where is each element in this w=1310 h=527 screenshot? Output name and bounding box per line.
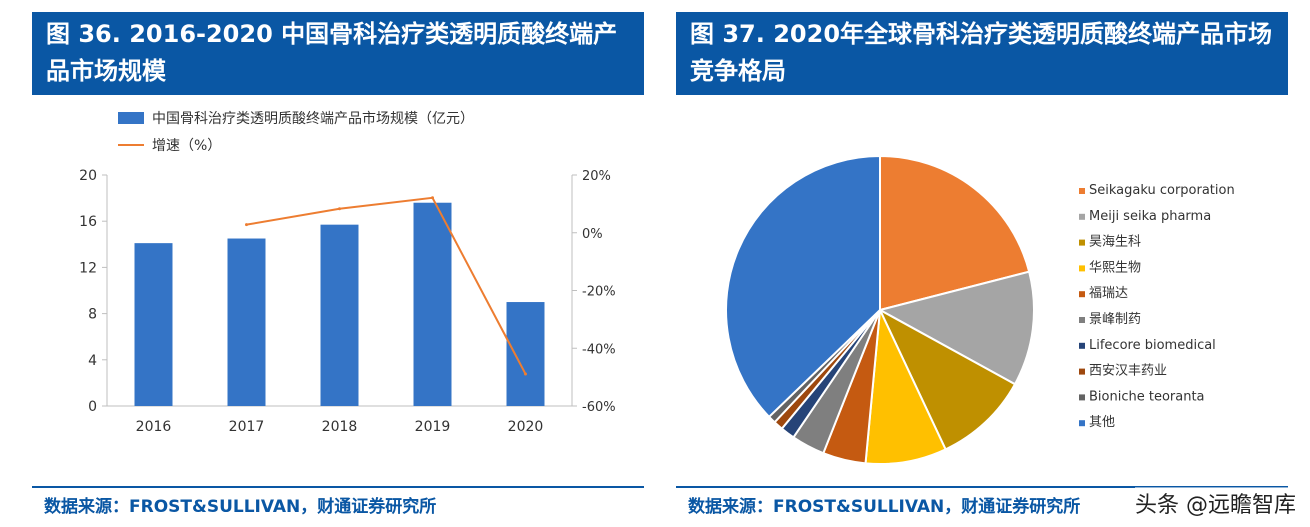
pie-slice-2 bbox=[877, 307, 1017, 451]
y2-tick-label: 20% bbox=[582, 169, 611, 184]
x-tick-label: 2019 bbox=[415, 419, 451, 435]
right-source-divider bbox=[676, 486, 1288, 488]
pie-slice-9 bbox=[725, 154, 881, 419]
watermark-text: 头条 @远瞻智库 bbox=[1135, 487, 1296, 519]
bar-2016 bbox=[134, 243, 173, 406]
legend-swatch-8 bbox=[1079, 394, 1085, 401]
legend-label-bar: 中国骨科治疗类透明质酸终端产品市场规模（亿元） bbox=[152, 110, 474, 127]
x-tick-label: 2018 bbox=[322, 419, 358, 435]
growth-point-2019 bbox=[431, 196, 434, 200]
left-source-text: 数据来源：FROST&SULLIVAN，财通证券研究所 bbox=[44, 497, 437, 517]
pie-chart: Seikagaku corporation Meiji seika pharma 昊… bbox=[725, 154, 1235, 465]
pie-slice-0 bbox=[879, 154, 1031, 312]
legend-label-8: Bioniche teoranta bbox=[1089, 389, 1205, 404]
legend-label-2: 昊海生科 bbox=[1089, 235, 1141, 250]
legend-swatch-7 bbox=[1079, 368, 1085, 375]
y-tick-label: 12 bbox=[79, 260, 97, 276]
right-source-text: 数据来源：FROST&SULLIVAN，财通证券研究所 bbox=[688, 497, 1081, 517]
left-title-bar: 图 36. 2016-2020 中国骨科治疗类透明质酸终端产品市场规模 bbox=[32, 12, 644, 95]
bar-2019 bbox=[413, 202, 452, 406]
y-tick-label: 16 bbox=[79, 214, 97, 230]
bar-2018 bbox=[320, 224, 359, 406]
pie-slices bbox=[725, 154, 1035, 465]
legend-swatch-5 bbox=[1079, 317, 1085, 323]
legend-swatch-0 bbox=[1079, 188, 1085, 194]
legend-swatch-bar bbox=[118, 112, 144, 124]
y2-tick-label: 0% bbox=[582, 227, 603, 242]
chart-legend: 中国骨科治疗类透明质酸终端产品市场规模（亿元） 增速（%） bbox=[118, 110, 474, 154]
legend-swatch-2 bbox=[1079, 239, 1085, 246]
legend-swatch-6 bbox=[1079, 342, 1085, 349]
legend-label-line: 增速（%） bbox=[152, 138, 221, 154]
bar-2020 bbox=[506, 302, 545, 406]
growth-point-2018 bbox=[338, 207, 341, 211]
bar-line-chart: 中国骨科治疗类透明质酸终端产品市场规模（亿元） 增速（%） 0 4 8 12 16 20 -60… bbox=[79, 110, 616, 435]
growth-point-2017 bbox=[245, 223, 248, 227]
x-tick-label: 2016 bbox=[136, 419, 172, 435]
legend-swatch-4 bbox=[1079, 291, 1085, 298]
x-tick-label: 2020 bbox=[508, 419, 544, 435]
left-chart-title: 图 36. 2016-2020 中国骨科治疗类透明质酸终端产品市场规模 bbox=[46, 20, 618, 85]
legend-label-0: Seikagaku corporation bbox=[1089, 183, 1235, 198]
legend-label-7: 西安汉丰药业 bbox=[1089, 364, 1167, 379]
y-tick-label: 4 bbox=[88, 353, 97, 369]
bar-2017 bbox=[227, 238, 266, 406]
legend-swatch-1 bbox=[1079, 213, 1085, 220]
y-tick-label: 0 bbox=[88, 399, 97, 415]
y2-tick-label: -40% bbox=[582, 342, 616, 357]
y-tick-label: 8 bbox=[88, 307, 97, 323]
legend-label-1: Meiji seika pharma bbox=[1089, 209, 1211, 224]
y-tick-label: 20 bbox=[79, 168, 97, 184]
legend-swatch-9 bbox=[1079, 420, 1085, 427]
growth-line bbox=[246, 196, 527, 375]
legend-label-6: Lifecore biomedical bbox=[1089, 338, 1216, 353]
y2-tick-label: -60% bbox=[582, 400, 616, 415]
legend-label-5: 景峰制药 bbox=[1089, 312, 1141, 327]
growth-point-2020 bbox=[524, 372, 527, 376]
legend-label-9: 其他 bbox=[1089, 415, 1115, 430]
pie-slice-1 bbox=[877, 270, 1035, 386]
legend-label-4: 福瑞达 bbox=[1089, 286, 1128, 301]
right-title-bar: 图 37. 2020年全球骨科治疗类透明质酸终端产品市场竞争格局 bbox=[676, 12, 1288, 95]
legend-swatch-3 bbox=[1079, 265, 1085, 272]
y2-tick-label: -20% bbox=[582, 285, 616, 300]
pie-legend: Seikagaku corporation Meiji seika pharma 昊… bbox=[1079, 183, 1235, 430]
legend-label-3: 华熙生物 bbox=[1089, 260, 1141, 275]
left-source-divider bbox=[32, 486, 644, 488]
right-chart-title: 图 37. 2020年全球骨科治疗类透明质酸终端产品市场竞争格局 bbox=[690, 20, 1273, 85]
x-tick-label: 2017 bbox=[229, 419, 265, 435]
